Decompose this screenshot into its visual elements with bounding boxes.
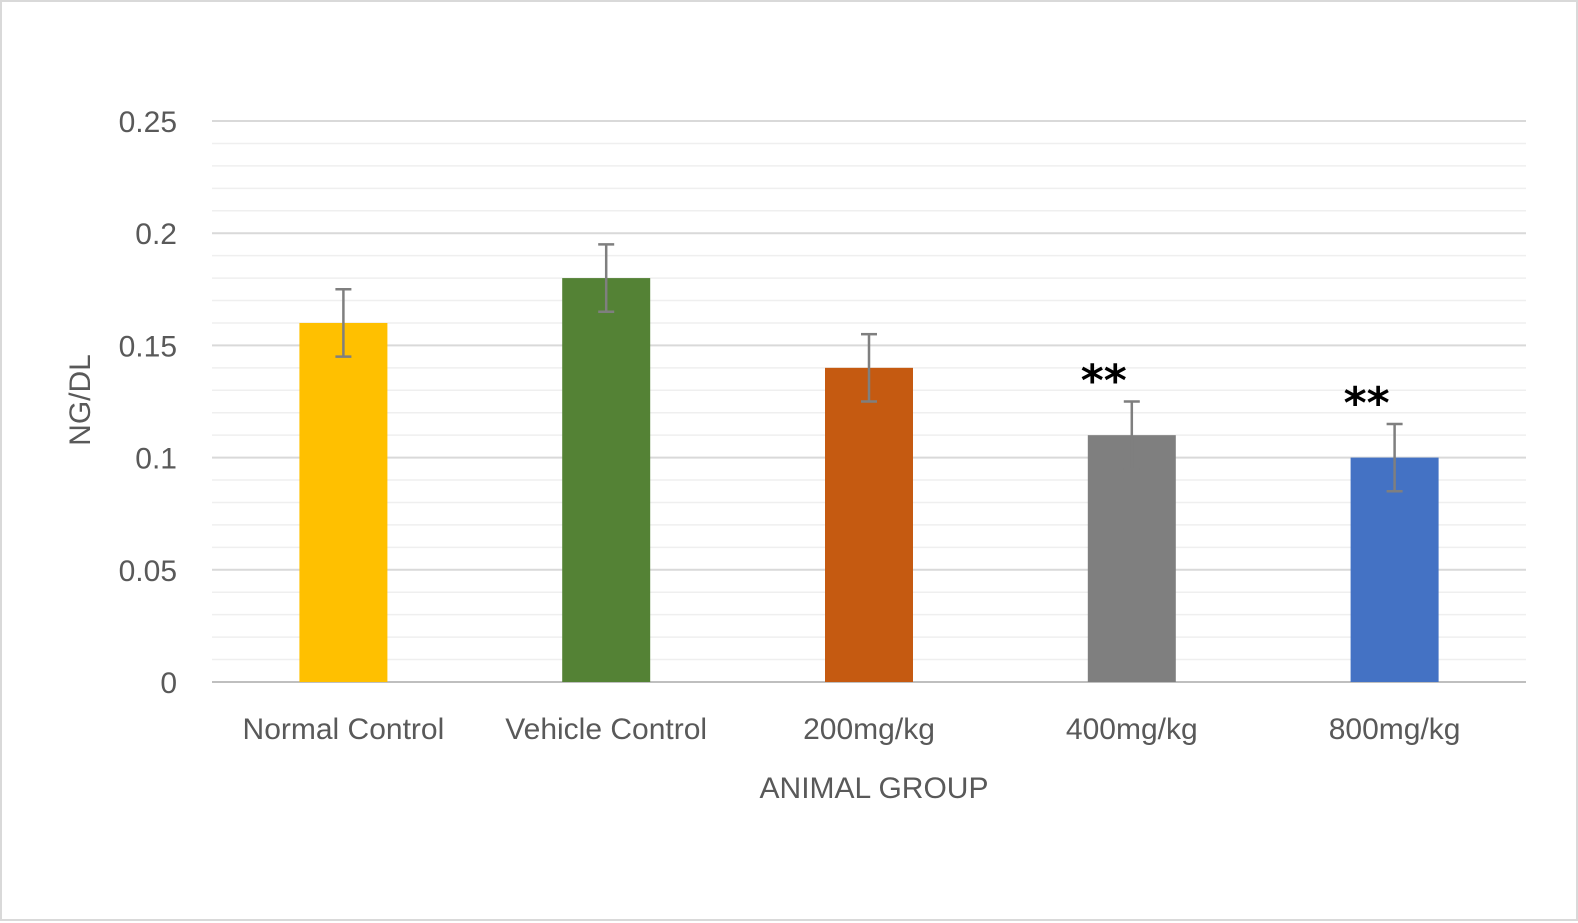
bar-normal-control bbox=[299, 322, 388, 682]
significance-annotation: ** bbox=[1344, 378, 1390, 429]
y-tick-label: 0.05 bbox=[119, 555, 177, 588]
x-axis-title: ANIMAL GROUP bbox=[760, 772, 989, 805]
x-tick-label: 200mg/kg bbox=[803, 713, 935, 746]
error-bar bbox=[861, 332, 877, 403]
bar-200mg-kg bbox=[825, 367, 913, 682]
x-tick-label: 400mg/kg bbox=[1066, 713, 1198, 746]
y-tick-label: 0.2 bbox=[135, 218, 177, 251]
annotations: ** ** bbox=[1081, 356, 1390, 429]
y-axis-title: NG/DL bbox=[64, 354, 97, 446]
y-tick-labels: 0 0.05 0.1 0.15 0.2 0.25 bbox=[119, 106, 177, 700]
bar-400mg-kg bbox=[1087, 435, 1176, 682]
x-tick-labels: Normal Control Vehicle Control 200mg/kg 400… bbox=[243, 713, 1461, 746]
x-tick-label: Vehicle Control bbox=[505, 713, 707, 746]
y-tick-label: 0.25 bbox=[119, 106, 177, 139]
x-tick-label: Normal Control bbox=[243, 713, 445, 746]
error-bar bbox=[598, 243, 615, 313]
significance-annotation: ** bbox=[1081, 356, 1127, 407]
error-bars bbox=[335, 243, 1403, 493]
y-tick-label: 0.1 bbox=[135, 443, 177, 476]
bar-800mg-kg bbox=[1350, 457, 1439, 682]
error-bar bbox=[1386, 422, 1403, 493]
error-bar bbox=[1123, 400, 1140, 471]
y-tick-label: 0.15 bbox=[119, 330, 177, 363]
bars bbox=[299, 278, 1439, 682]
x-tick-label: 800mg/kg bbox=[1329, 713, 1461, 746]
bar-vehicle-control bbox=[562, 278, 651, 682]
y-tick-label: 0 bbox=[160, 667, 177, 700]
error-bar bbox=[335, 288, 352, 358]
